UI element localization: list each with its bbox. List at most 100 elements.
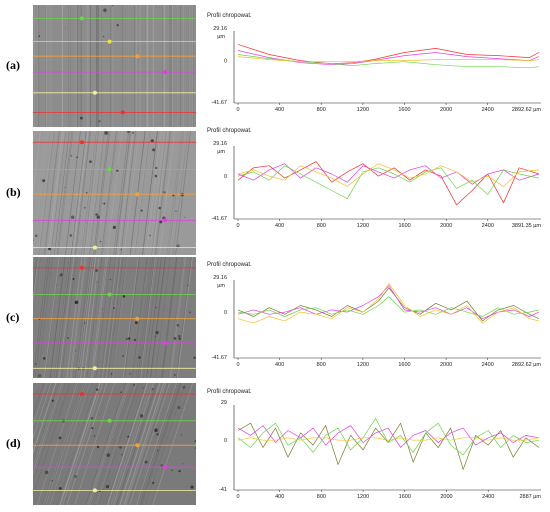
scan-marker [163,465,167,470]
scan-marker [120,110,125,115]
x-tick-label: 2000 [440,362,452,368]
y-max-label: 29.16 [213,275,227,281]
y-min-label: -41 [219,487,227,493]
x-tick-label: 800 [317,494,326,500]
scan-marker [79,392,84,396]
x-tick-label: 800 [317,107,326,113]
x-tick-label: 1600 [398,223,410,229]
x-tick-label: 1200 [357,362,369,368]
x-tick-label: 1200 [357,223,369,229]
x-tick-label: 0 [236,362,239,368]
profile-series-line [237,44,540,65]
panel-3: (d) Profil chropowat. 29 0 -41 0 400 800 1200 160… [0,383,550,507]
panel-label: (a) [6,58,20,72]
y-zero-label: 0 [224,174,227,180]
scan-marker [92,245,97,250]
x-end-label: 3891.35 µm [512,223,542,229]
x-tick-label: 2000 [440,223,452,229]
x-tick-label: 2000 [440,494,452,500]
roughness-profile-chart: Profil chropowat. 29 0 -41 0 400 800 1200 1600 20… [205,383,550,503]
y-unit-label: µm [217,34,225,40]
x-end-label: 2892.62 µm [512,107,542,113]
scan-marker [107,418,112,423]
scan-marker [107,167,112,172]
scan-marker [92,488,97,493]
x-tick-label: 2400 [482,107,494,113]
profile-series-line [237,161,540,206]
x-tick-label: 1600 [398,107,410,113]
scan-marker [163,340,167,345]
scan-marker [107,292,112,297]
profile-series-line [237,163,540,185]
x-tick-label: 2400 [482,362,494,368]
profile-series-line [237,287,540,322]
profile-series-line [237,285,540,320]
x-tick-label: 800 [317,362,326,368]
y-max-label: 29 [221,400,227,406]
x-tick-label: 0 [236,494,239,500]
y-min-label: -41.67 [211,216,227,222]
y-unit-label: µm [217,283,225,289]
y-max-label: 29.16 [213,26,227,32]
y-zero-label: 0 [224,438,227,444]
chart-title: Profil chropowat. [207,262,252,268]
x-tick-label: 1200 [357,494,369,500]
scan-marker [92,366,97,371]
y-zero-label: 0 [224,310,227,316]
panel-label: (c) [6,309,20,324]
profile-series-line [237,296,539,317]
panel-2: (c) Profil chropowat. 29.16 µm 0 -41.67 0 400 80… [0,257,550,381]
chart-title: Profil chropowat. [207,13,252,19]
chart-title: Profil chropowat. [207,128,252,134]
roughness-profile-chart: Profil chropowat. 29.16 µm 0 -41.67 0 400 800 12… [205,257,550,377]
x-end-label: 2887 µm [519,494,541,500]
x-tick-label: 0 [236,223,239,229]
scan-marker [135,443,140,448]
x-tick-label: 2000 [440,107,452,113]
profile-series-line [237,50,540,66]
panel-label: (b) [6,185,21,199]
x-tick-label: 2400 [482,223,494,229]
scan-marker [79,265,84,270]
x-tick-label: 1600 [399,494,411,500]
y-zero-label: 0 [224,59,227,65]
y-min-label: -41.67 [211,355,227,361]
profile-series-line [237,283,539,324]
x-tick-label: 800 [317,223,326,229]
x-tick-label: 400 [275,223,284,229]
y-unit-label: µm [217,149,225,155]
micrograph-image [33,131,196,255]
x-tick-label: 0 [236,107,239,113]
profile-series-line [237,56,539,63]
roughness-profile-chart: Profil chropowat. 29.16 µm 0 -41.67 0 400 800 12… [205,128,550,251]
scan-marker [135,316,140,321]
scan-marker [92,90,97,95]
y-min-label: -41.67 [211,100,227,106]
profile-series-line [237,163,540,187]
panel-0: (a) Profil chropowat. 29.16 µm 0 -41.67 0 400 80… [0,5,550,129]
profile-series-line [237,437,540,441]
scan-marker [163,218,167,223]
y-max-label: 29.16 [213,141,227,147]
panel-label: (d) [6,436,21,450]
x-tick-label: 1600 [398,362,410,368]
profile-series-line [237,422,540,470]
micrograph-image [33,257,196,378]
roughness-profile-chart: Profil chropowat. 29.16 µm 0 -41.67 0 400 800 12… [205,5,550,125]
scan-marker [107,39,112,44]
x-tick-label: 1200 [357,107,369,113]
x-tick-label: 400 [275,107,284,113]
profile-series-line [237,418,540,456]
scan-marker [135,54,140,59]
panel-1: (b) Profil chropowat. 29.16 µm 0 -41.67 0 400 80… [0,128,550,255]
x-tick-label: 2400 [482,494,494,500]
micrograph-image [33,383,196,505]
profile-series-line [237,165,540,200]
scan-marker [163,70,167,75]
x-end-label: 2892.62 µm [512,362,542,368]
x-tick-label: 400 [275,494,284,500]
chart-title: Profil chropowat. [207,389,252,395]
micrograph-image [33,5,196,127]
profile-series-line [237,425,540,448]
scan-marker [135,192,140,197]
